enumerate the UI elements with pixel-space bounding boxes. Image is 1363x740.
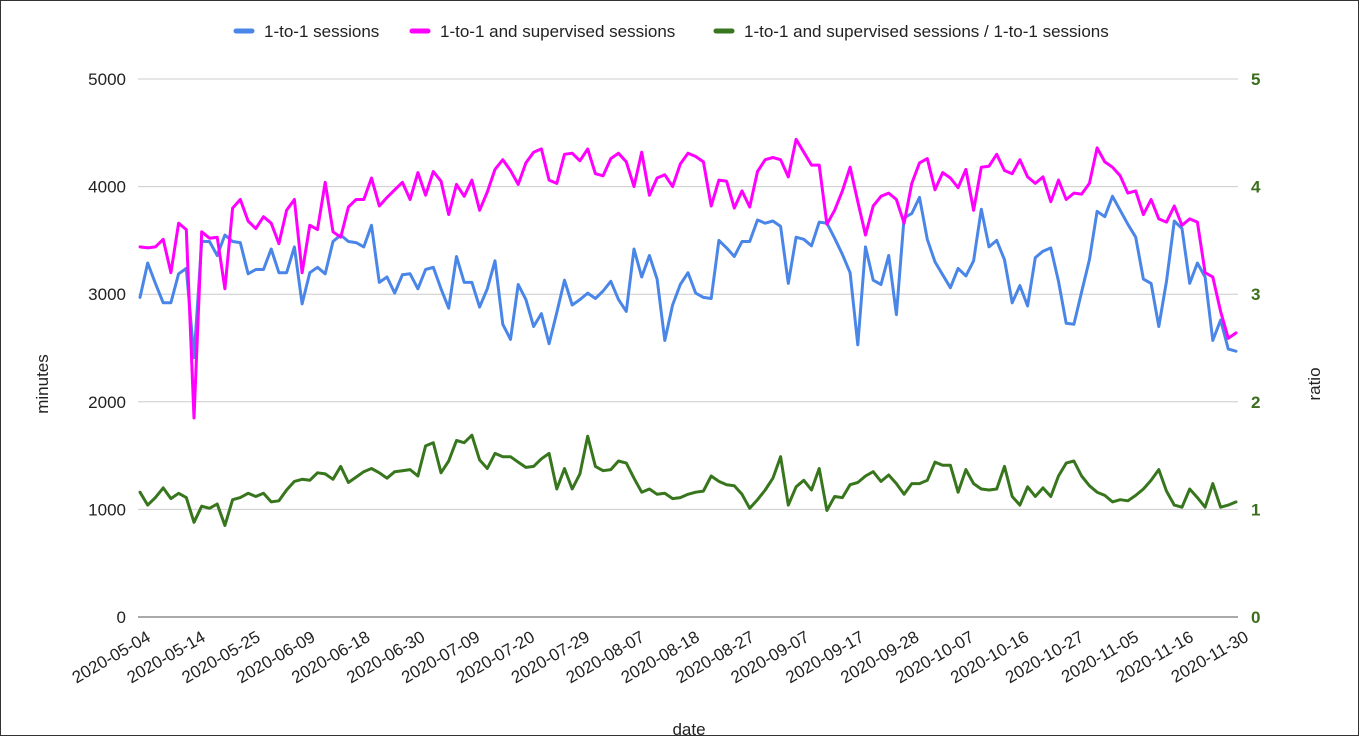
y2-tick-label: 5 — [1251, 70, 1260, 89]
y-tick-label: 2000 — [88, 393, 126, 412]
y-tick-label: 0 — [117, 608, 126, 627]
y2-tick-label: 3 — [1251, 285, 1260, 304]
y2-axis-title: ratio — [1305, 367, 1324, 400]
x-axis-title: date — [672, 720, 705, 739]
series-line-3 — [138, 433, 1238, 527]
y-tick-label: 1000 — [88, 500, 126, 519]
y2-tick-label: 2 — [1251, 393, 1260, 412]
y-tick-label: 4000 — [88, 178, 126, 197]
series-line-2 — [138, 137, 1238, 420]
legend-label: 1-to-1 and supervised sessions / 1-to-1 … — [744, 22, 1109, 41]
y-axis-title: minutes — [33, 354, 52, 414]
y-tick-label: 3000 — [88, 285, 126, 304]
legend-label: 1-to-1 sessions — [264, 22, 379, 41]
series-line-1 — [138, 194, 1238, 360]
y-tick-label: 5000 — [88, 70, 126, 89]
y2-tick-label: 4 — [1251, 178, 1261, 197]
y2-tick-label: 1 — [1251, 500, 1260, 519]
legend-label: 1-to-1 and supervised sessions — [440, 22, 675, 41]
y2-tick-label: 0 — [1251, 608, 1260, 627]
